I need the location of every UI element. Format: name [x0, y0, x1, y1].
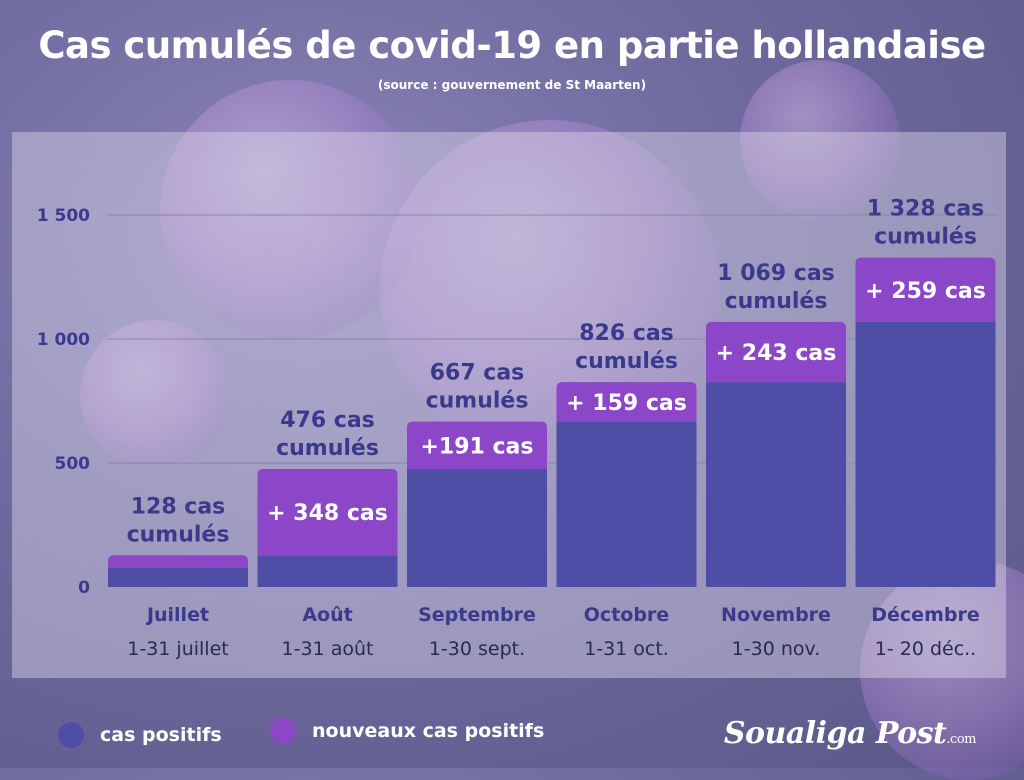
- total-label: 1 328 cas: [867, 197, 985, 222]
- background-virus: [80, 320, 230, 470]
- increment-label: + 159 cas: [566, 391, 687, 416]
- x-range-label: 1- 20 déc..: [875, 638, 976, 660]
- x-category-label: Octobre: [584, 604, 669, 626]
- x-category-label: Septembre: [418, 604, 536, 626]
- increment-label: + 348 cas: [267, 501, 388, 526]
- total-label: 1 069 cas: [717, 261, 835, 286]
- x-range-label: 1-31 oct.: [584, 638, 669, 660]
- bar-new-cases: [706, 321, 846, 383]
- x-category-label: Août: [302, 604, 352, 626]
- total-label: 128 cas: [131, 494, 226, 519]
- legend-label-cumulative: cas positifs: [100, 724, 222, 746]
- chart-subtitle: (source : gouvernement de St Maarten): [377, 78, 647, 92]
- bar-cumulative: [407, 468, 547, 587]
- background-virus: [160, 80, 420, 340]
- total-label: cumulés: [127, 522, 230, 547]
- total-label: cumulés: [575, 349, 678, 374]
- total-label: cumulés: [874, 225, 977, 250]
- increment-label: + 243 cas: [716, 341, 837, 366]
- legend: cas positifs nouveaux cas positifs: [0, 712, 1024, 762]
- bar-new-cases: [556, 382, 697, 422]
- bar-chart: 0 500 1 000 1 500 128 cas cumulés Juillet 1-31 …: [37, 197, 997, 660]
- brand-name: Soualiga Post: [723, 716, 947, 751]
- bar-new-cases: [108, 555, 248, 568]
- legend-item-cumulative: cas positifs: [58, 722, 222, 748]
- legend-item-new: nouveaux cas positifs: [270, 718, 544, 744]
- x-range-label: 1-30 sept.: [429, 638, 525, 660]
- y-tick-label: 1 000: [37, 330, 90, 350]
- bar-cumulative: [556, 421, 697, 587]
- x-category-label: Juillet: [145, 604, 209, 626]
- x-range-label: 1-30 nov.: [732, 638, 821, 660]
- legend-swatch-cumulative: [58, 722, 84, 748]
- background-virus: [860, 560, 1024, 780]
- increment-label: +191 cas: [421, 434, 534, 459]
- bar-new-cases: [257, 468, 398, 556]
- total-label: cumulés: [725, 289, 828, 314]
- total-label: 667 cas: [430, 361, 525, 386]
- total-label: 476 cas: [280, 408, 375, 433]
- legend-label-new: nouveaux cas positifs: [312, 720, 545, 742]
- y-tick-label: 1 500: [37, 206, 90, 226]
- total-label: cumulés: [276, 436, 379, 461]
- brand-logo: Soualiga Post.com: [723, 716, 977, 751]
- background-virus: [740, 60, 900, 220]
- bar-new-cases: [407, 421, 547, 469]
- y-tick-label: 0: [78, 578, 90, 598]
- brand-suffix: .com: [946, 732, 976, 747]
- increment-label: + 259 cas: [865, 279, 986, 304]
- x-range-label: 1-31 août: [282, 638, 374, 660]
- x-category-label: Décembre: [871, 604, 979, 626]
- bar-cumulative: [108, 567, 248, 587]
- x-range-label: 1-31 juillet: [127, 638, 228, 660]
- total-label: cumulés: [426, 389, 529, 414]
- chart-panel: 0 500 1 000 1 500 128 cas cumulés Juillet 1-31 …: [12, 132, 1006, 678]
- bar-cumulative: [706, 382, 846, 587]
- total-label: 826 cas: [579, 321, 674, 346]
- y-tick-label: 500: [55, 454, 91, 474]
- bar-cumulative: [257, 555, 398, 587]
- bar-new-cases: [855, 257, 996, 322]
- legend-swatch-new: [270, 718, 296, 744]
- x-category-label: Novembre: [721, 604, 831, 626]
- bar-cumulative: [855, 321, 996, 587]
- chart-title: Cas cumulés de covid-19 en partie hollan…: [38, 24, 986, 67]
